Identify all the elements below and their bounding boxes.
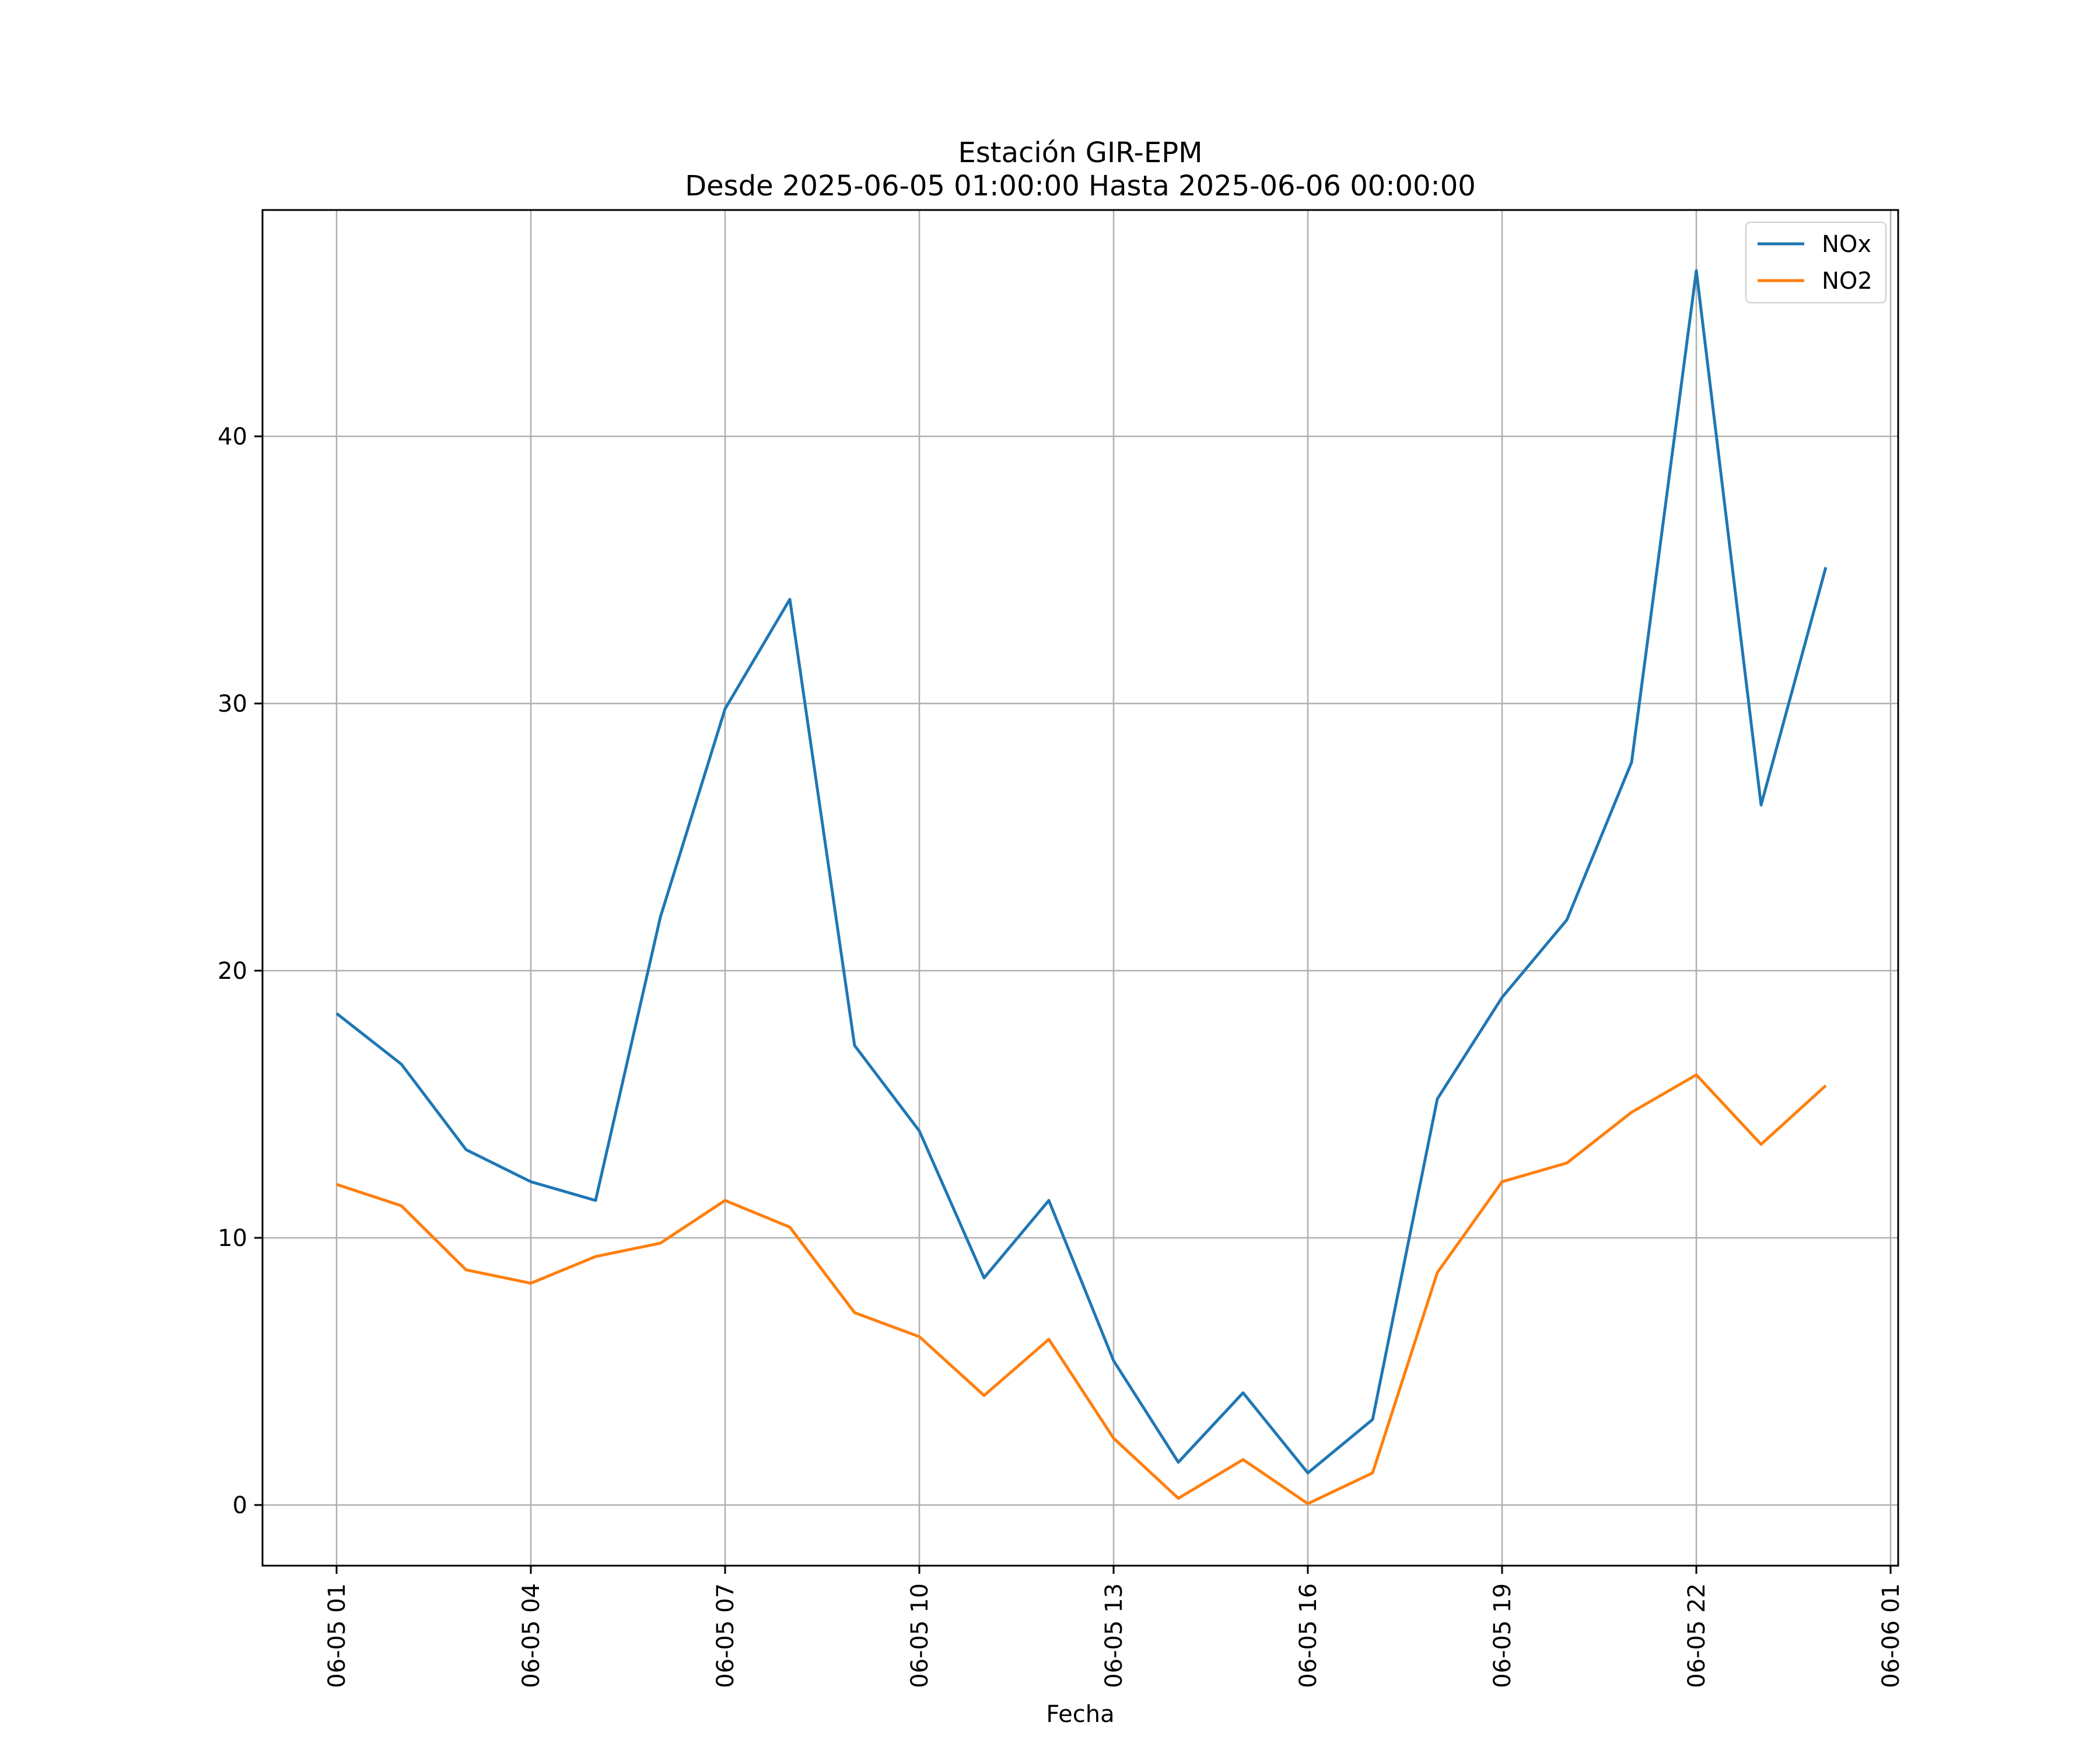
x-axis-label: Fecha [1046,1701,1114,1728]
x-tick-label: 06-05 07 [712,1583,739,1688]
x-tick-label: 06-05 10 [907,1583,933,1688]
x-tick-label: 06-05 16 [1295,1583,1322,1688]
x-tick-label: 06-05 19 [1489,1583,1516,1688]
y-tick-label: 20 [218,958,247,985]
legend-label-nox: NOx [1822,231,1871,258]
plot-area-frame [261,209,1899,1567]
grid [262,210,1898,1566]
y-axis-ticks: 0 10 20 30 40 [218,424,262,1519]
y-tick-label: 40 [218,424,247,450]
y-tick-label: 30 [218,691,247,718]
x-tick-label: 06-06 01 [1878,1583,1905,1688]
x-tick-label: 06-05 01 [324,1583,351,1688]
y-tick-label: 0 [233,1492,247,1519]
series-lines [335,269,1828,1506]
chart-subtitle: Desde 2025-06-05 01:00:00 Hasta 2025-06-… [685,170,1476,202]
x-tick-label: 06-05 13 [1101,1583,1128,1688]
series-line-nox [335,269,1828,1475]
legend-label-no2: NO2 [1822,268,1873,295]
x-tick-label: 06-05 22 [1684,1583,1710,1688]
x-axis-ticks: 06-05 01 06-05 04 06-05 07 06-05 10 06-05 13… [324,1566,1905,1688]
legend: NOx NO2 [1745,222,1887,303]
x-tick-label: 06-05 04 [518,1583,545,1688]
chart-title: Estación GIR-EPM [958,136,1202,169]
y-tick-label: 10 [218,1225,247,1252]
series-line-no2 [336,1073,1827,1506]
